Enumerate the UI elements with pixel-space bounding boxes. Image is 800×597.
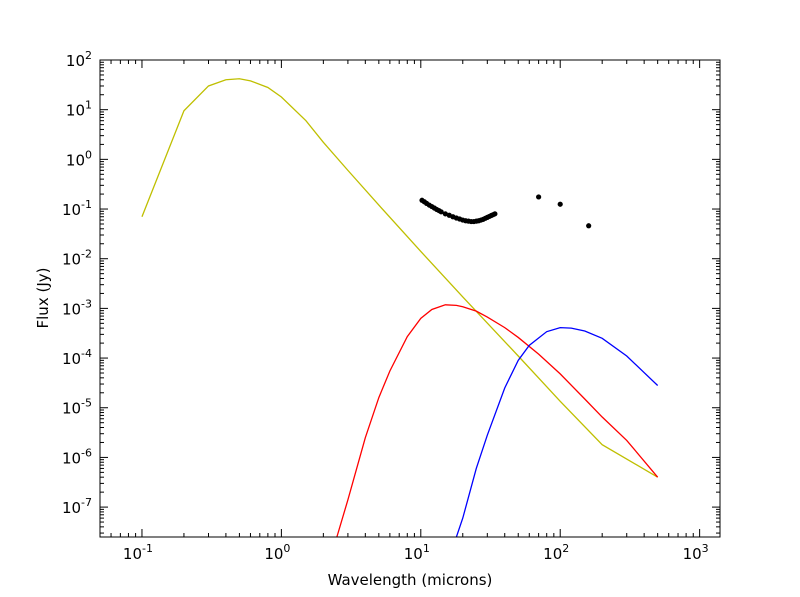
y-tick-label: 10-2 bbox=[62, 248, 92, 269]
plot-frame bbox=[99, 59, 721, 538]
y-tick-label: 10-4 bbox=[62, 347, 92, 368]
x-tick-label: 103 bbox=[683, 542, 709, 563]
x-tick-label: 100 bbox=[264, 542, 290, 563]
y-tick-label: 102 bbox=[66, 49, 92, 70]
data-point bbox=[438, 209, 444, 215]
y-tick-label: 10-3 bbox=[62, 297, 92, 318]
x-tick-label: 102 bbox=[543, 542, 569, 563]
y-tick-label: 10-6 bbox=[62, 446, 92, 467]
data-point bbox=[536, 194, 542, 200]
x-tick-label: 101 bbox=[404, 542, 430, 563]
y-tick-label: 10-7 bbox=[62, 496, 92, 517]
y-tick-label: 100 bbox=[66, 148, 92, 169]
data-point bbox=[557, 201, 563, 207]
data-point bbox=[586, 223, 592, 229]
tick-layer: 10-1 100 101 102 103 102 101 100 10-1 10-2 10-3 10-… bbox=[62, 49, 720, 563]
data-point bbox=[492, 211, 498, 217]
y-tick-label: 10-5 bbox=[62, 397, 92, 418]
y-tick-label: 101 bbox=[66, 99, 92, 120]
x-tick-label: 10-1 bbox=[123, 542, 153, 563]
series-line-0 bbox=[141, 78, 658, 478]
y-axis-label: Flux (Jy) bbox=[34, 268, 52, 329]
series-line-2 bbox=[455, 326, 659, 537]
y-tick-label: 10-1 bbox=[62, 198, 92, 219]
series-line-1 bbox=[336, 304, 659, 537]
x-axis-label: Wavelength (microns) bbox=[328, 571, 493, 589]
data-point bbox=[442, 211, 448, 217]
series-layer bbox=[141, 78, 659, 537]
